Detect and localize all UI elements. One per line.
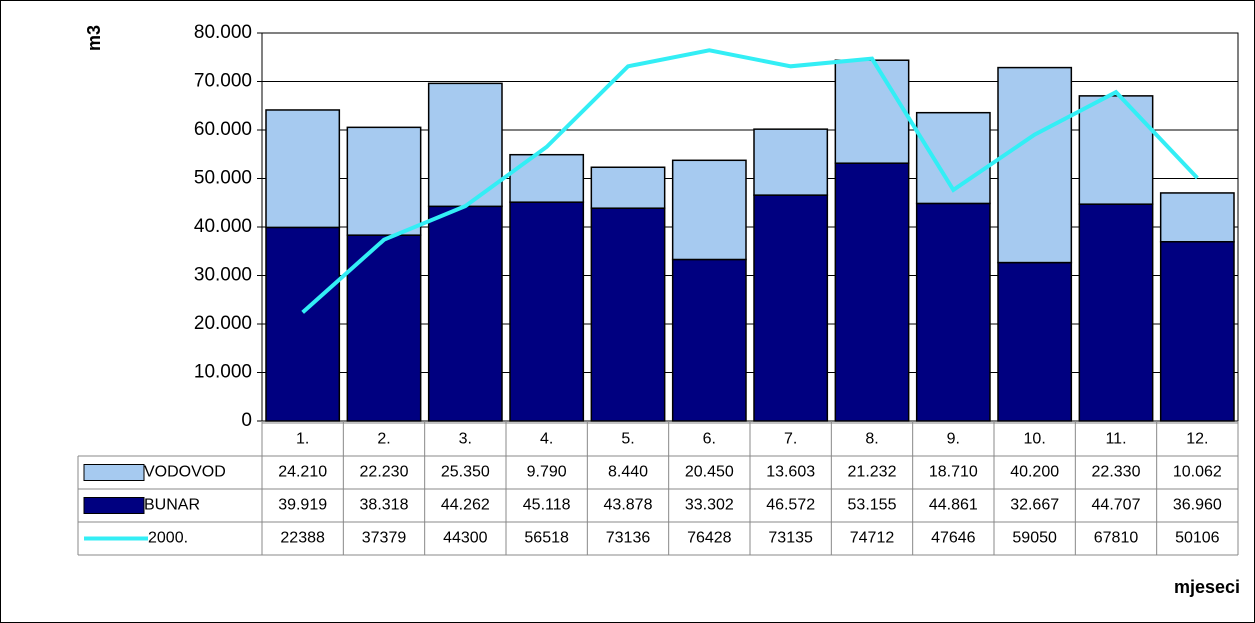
table-cell: 47646 xyxy=(931,530,976,547)
bar-segment xyxy=(590,207,666,422)
x-tick-label: 11. xyxy=(1105,431,1126,448)
y-tick-label: 30.000 xyxy=(194,265,252,286)
x-tick-label: 3. xyxy=(459,431,472,448)
legend-label: VODOVOD xyxy=(144,464,226,481)
legend-swatch xyxy=(83,464,145,481)
table-cell: 44.861 xyxy=(929,497,978,514)
x-tick-label: 1. xyxy=(296,431,309,448)
table-cell: 9.790 xyxy=(527,464,567,481)
table-cell: 24.210 xyxy=(278,464,327,481)
x-tick-label: 8. xyxy=(865,431,878,448)
table-cell: 22388 xyxy=(280,530,325,547)
table-cell: 46.572 xyxy=(766,497,815,514)
bar-segment xyxy=(834,59,910,164)
x-axis-label: mjeseci xyxy=(1174,577,1240,597)
bar-segment xyxy=(265,226,341,422)
table-cell: 76428 xyxy=(687,530,732,547)
table-cell: 18.710 xyxy=(929,464,978,481)
x-tick-label: 9. xyxy=(947,431,960,448)
y-tick-label: 0 xyxy=(241,410,252,431)
legend-swatch xyxy=(83,497,145,514)
y-tick-label: 10.000 xyxy=(194,362,252,383)
bar-segment xyxy=(509,153,585,203)
table-cell: 40.200 xyxy=(1010,464,1059,481)
bar-segment xyxy=(915,202,991,422)
bar-segment xyxy=(997,66,1073,264)
y-tick-label: 20.000 xyxy=(194,313,252,334)
x-tick-label: 12. xyxy=(1186,431,1208,448)
line-series xyxy=(301,48,1199,314)
table-cell: 21.232 xyxy=(848,464,897,481)
table-cell: 43.878 xyxy=(604,497,653,514)
legend-label: BUNAR xyxy=(144,497,200,514)
x-tick-label: 7. xyxy=(784,431,797,448)
table-cell: 20.450 xyxy=(685,464,734,481)
bar-segment xyxy=(834,162,910,422)
y-tick-label: 80.000 xyxy=(194,22,252,43)
table-cell: 45.118 xyxy=(523,497,571,514)
bar-segment xyxy=(671,258,747,422)
table-cell: 74712 xyxy=(850,530,895,547)
bar-segment xyxy=(1078,203,1154,422)
bar-segment xyxy=(1078,95,1154,205)
y-tick-label: 60.000 xyxy=(194,119,252,140)
x-tick-label: 5. xyxy=(621,431,634,448)
table-cell: 73136 xyxy=(606,530,651,547)
x-tick-label: 10. xyxy=(1024,431,1046,448)
table-cell: 44300 xyxy=(443,530,488,547)
table-cell: 44.262 xyxy=(441,497,490,514)
legend-label: 2000. xyxy=(148,530,188,547)
table-cell: 73135 xyxy=(768,530,813,547)
y-tick-label: 40.000 xyxy=(194,216,252,237)
table-cell: 32.667 xyxy=(1010,497,1059,514)
x-tick-label: 6. xyxy=(703,431,716,448)
y-tick-label: 70.000 xyxy=(194,71,252,92)
x-tick-label: 2. xyxy=(377,431,390,448)
table-cell: 33.302 xyxy=(685,497,734,514)
table-cell: 39.919 xyxy=(278,497,327,514)
bar-segment xyxy=(427,205,503,422)
y-axis-label: m3 xyxy=(84,25,104,51)
table-cell: 10.062 xyxy=(1173,464,1222,481)
bar-segment xyxy=(1159,192,1235,243)
table-cell: 38.318 xyxy=(360,497,409,514)
bar-segment xyxy=(1159,240,1235,422)
table-cell: 53.155 xyxy=(848,497,897,514)
bar-segment xyxy=(753,194,829,422)
bar-segment xyxy=(265,109,341,229)
y-tick-label: 50.000 xyxy=(194,168,252,189)
table-cell: 22.230 xyxy=(360,464,409,481)
table-cell: 25.350 xyxy=(441,464,490,481)
bar-segment xyxy=(427,82,503,208)
bar-segment xyxy=(509,201,585,422)
table-cell: 56518 xyxy=(524,530,569,547)
bar-segment xyxy=(590,166,666,209)
table-cell: 59050 xyxy=(1012,530,1057,547)
table-cell: 67810 xyxy=(1094,530,1139,547)
table-cell: 50106 xyxy=(1175,530,1220,547)
x-tick-label: 4. xyxy=(540,431,553,448)
bar-segment xyxy=(671,159,747,261)
table-cell: 44.707 xyxy=(1092,497,1141,514)
table-cell: 8.440 xyxy=(608,464,648,481)
table-cell: 13.603 xyxy=(766,464,815,481)
bar-segment xyxy=(346,126,422,236)
table-cell: 37379 xyxy=(362,530,407,547)
bar-segment xyxy=(753,128,829,196)
table-cell: 22.330 xyxy=(1092,464,1141,481)
bar-segment xyxy=(997,261,1073,422)
table-cell: 36.960 xyxy=(1173,497,1222,514)
